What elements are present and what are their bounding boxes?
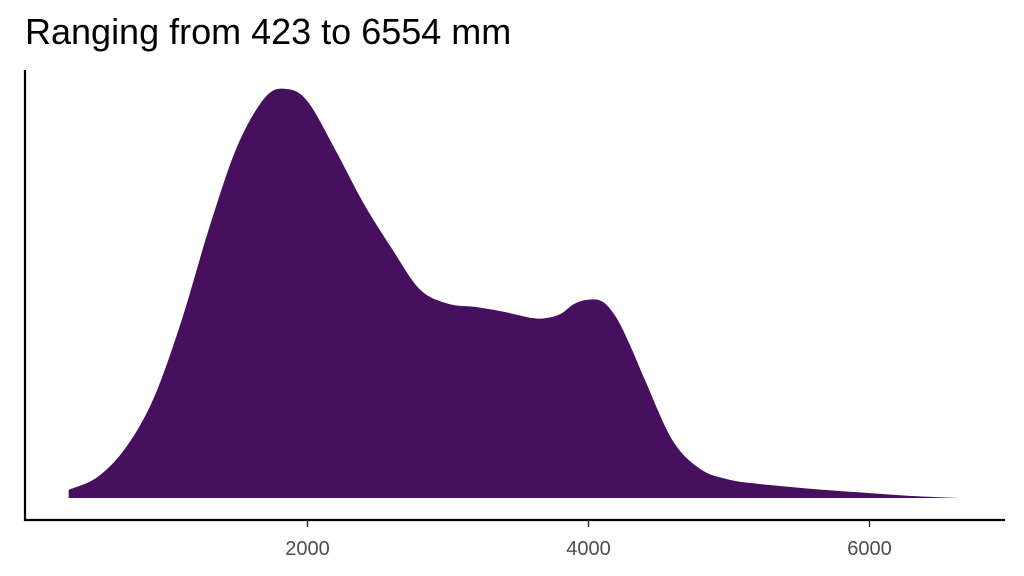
x-tick-label: 6000 [847, 538, 892, 560]
x-tick-label: 2000 [285, 538, 330, 560]
density-area [68, 88, 961, 498]
chart-title: Ranging from 423 to 6554 mm [25, 11, 512, 52]
x-tick-label: 4000 [566, 538, 611, 560]
